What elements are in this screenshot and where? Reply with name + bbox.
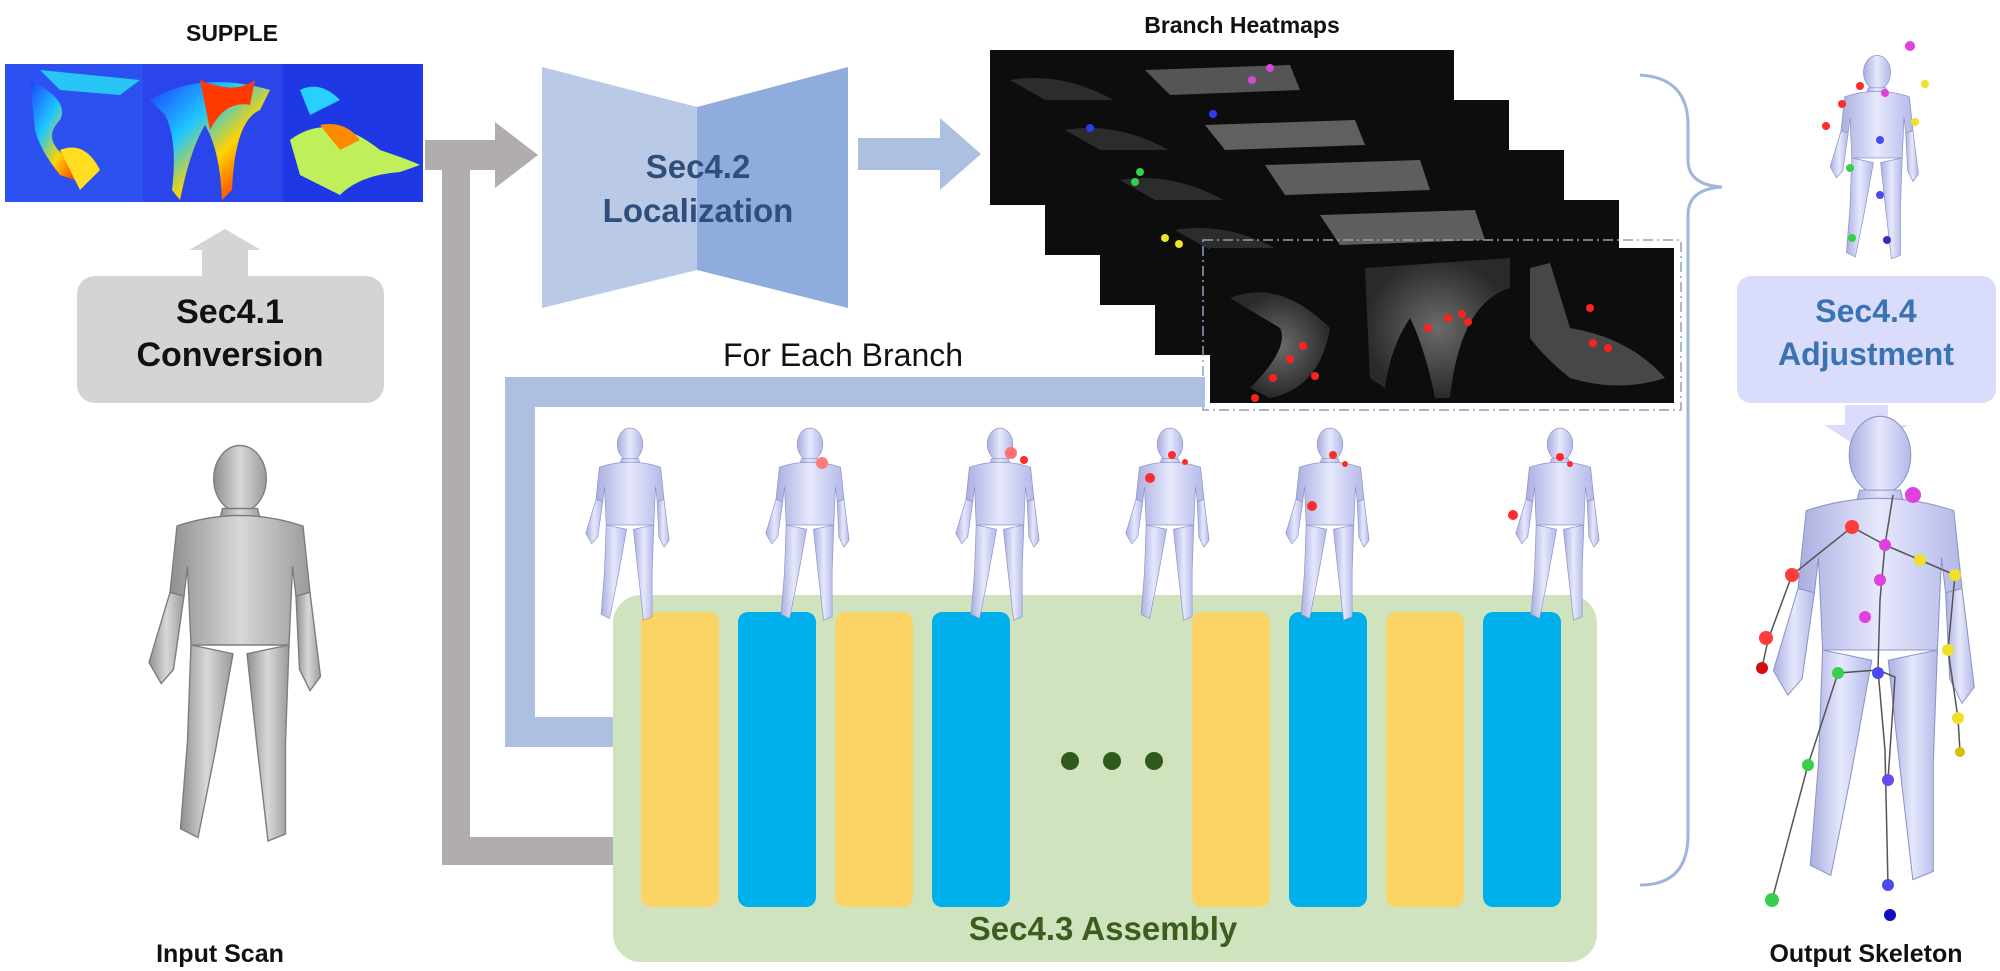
branch-figure: [1285, 427, 1370, 621]
supple-label: SUPPLE: [186, 20, 278, 46]
branch-joints: [816, 447, 1573, 520]
skeleton-joints: [1756, 487, 1965, 921]
branch-heatmap-stack: [990, 50, 1682, 411]
conversion-up-arrow: [189, 229, 261, 278]
branch-figure: [585, 427, 670, 621]
input-scan-figure: [148, 444, 322, 842]
coarse-skeleton-figure: [1829, 54, 1919, 260]
conversion-line1: Sec4.1: [176, 293, 284, 331]
branch-heatmaps-label: Branch Heatmaps: [1144, 12, 1340, 38]
output-skeleton-label: Output Skeleton: [1769, 940, 1962, 968]
for-each-branch-label: For Each Branch: [723, 337, 963, 373]
input-scan-label: Input Scan: [156, 940, 284, 968]
branch-figure: [765, 427, 850, 621]
localization-line2: Localization: [603, 192, 794, 229]
localization-line1: Sec4.2: [646, 148, 751, 185]
localization-network: [542, 67, 848, 308]
coarse-skeleton-joints: [1822, 41, 1929, 244]
localization-to-heatmaps-arrow: [858, 118, 981, 190]
adjustment-line1: Sec4.4: [1815, 293, 1917, 329]
output-brace: [1639, 73, 1723, 887]
branch-figure: [1125, 427, 1210, 621]
supple-image: [5, 64, 423, 202]
conversion-box: [77, 276, 384, 403]
ellipsis-icon: [1061, 752, 1163, 770]
conversion-line2: Conversion: [136, 336, 323, 374]
branch-figure: [955, 427, 1040, 621]
assembly-title: Sec4.3 Assembly: [969, 910, 1238, 947]
adjustment-box: [1737, 276, 1996, 403]
branch-figures: [585, 427, 1600, 621]
adjustment-line2: Adjustment: [1778, 336, 1954, 372]
assembly-blocks: [641, 612, 1561, 907]
